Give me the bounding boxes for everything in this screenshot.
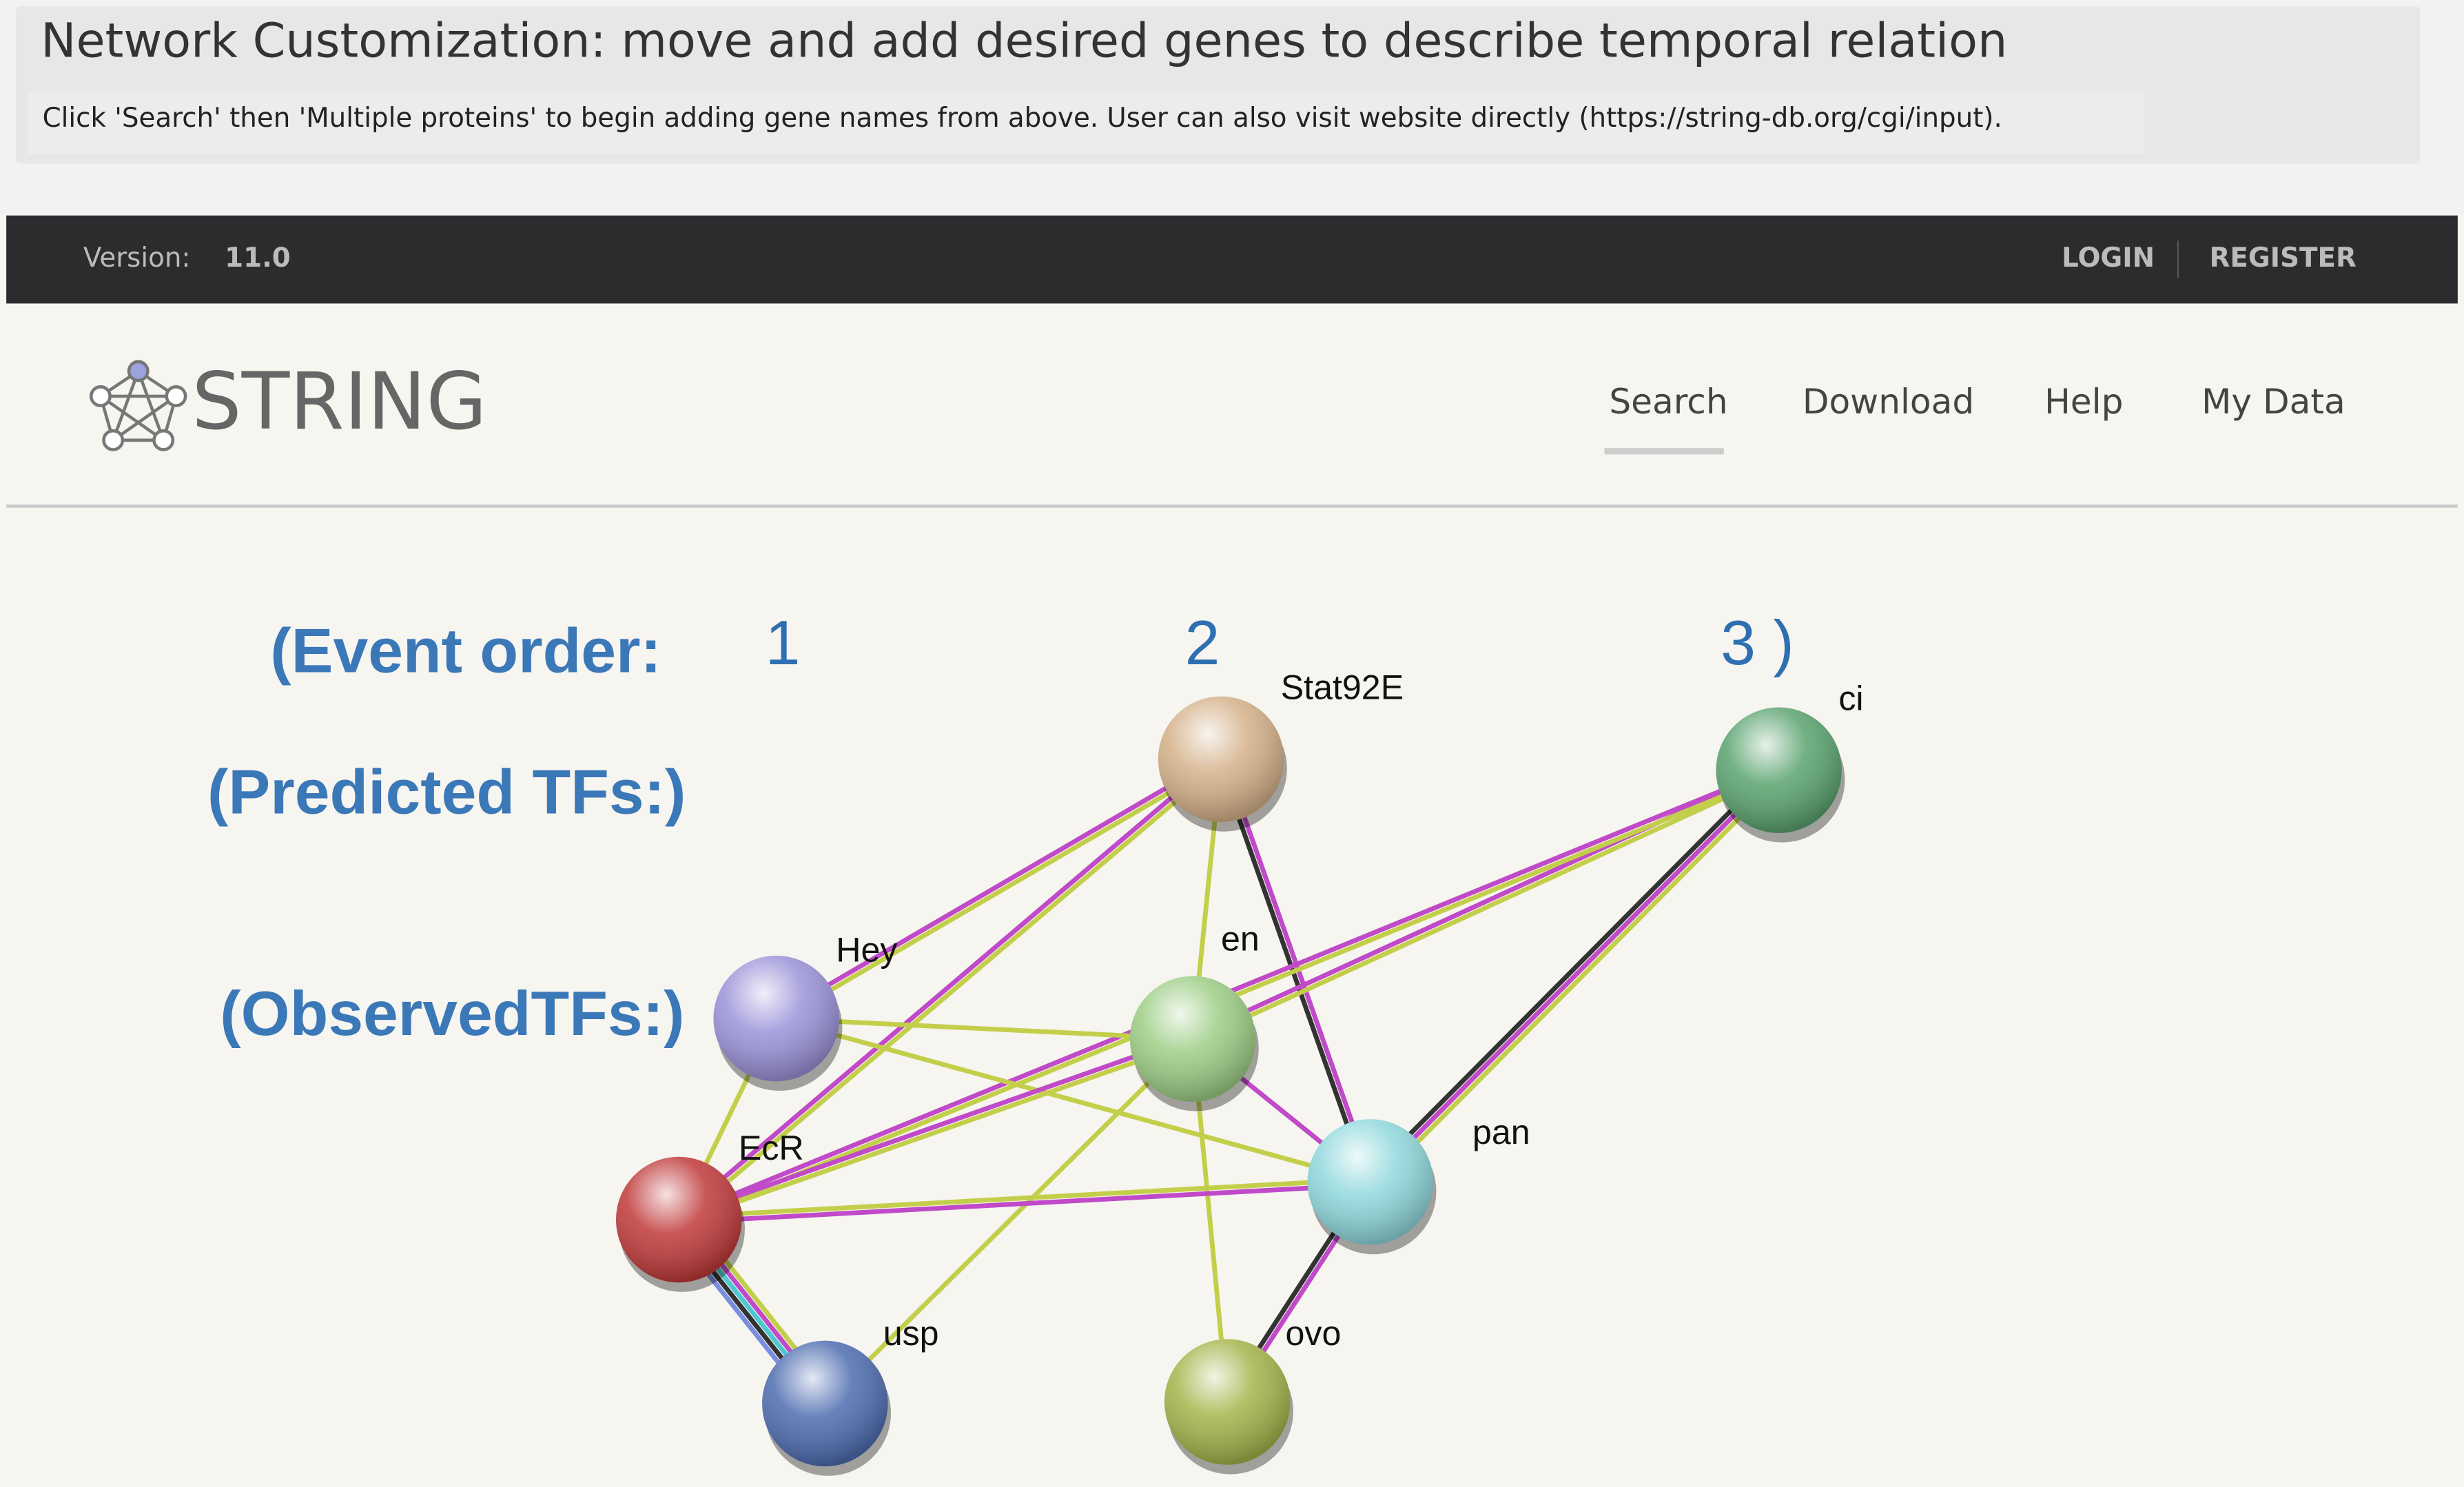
- edge: [776, 759, 1224, 1023]
- edge: [1368, 768, 1781, 1184]
- node-label: pan: [1472, 1113, 1530, 1151]
- header-instruction: Click 'Search' then 'Multiple proteins' …: [43, 103, 2002, 134]
- edge: [677, 1034, 1193, 1220]
- top-bar: [6, 215, 2458, 304]
- node-shine: [1158, 696, 1284, 823]
- edge: [773, 755, 1221, 1018]
- node-label: ovo: [1286, 1314, 1342, 1353]
- edge: [775, 1016, 1371, 1185]
- edge: [679, 1039, 1195, 1225]
- node-shine: [1307, 1119, 1433, 1245]
- order-1: 1: [766, 608, 801, 678]
- header-title: Network Customization: move and add desi…: [41, 14, 2007, 69]
- logo-icon: [89, 360, 187, 451]
- edge: [1372, 772, 1785, 1188]
- edge: [1364, 764, 1777, 1180]
- node-label: en: [1221, 920, 1260, 958]
- version-label: Version:: [83, 243, 191, 274]
- node-shine: [1129, 976, 1256, 1102]
- observed-tfs: (ObservedTFs:): [220, 978, 684, 1049]
- edge: [823, 1037, 1195, 1406]
- nav-link[interactable]: Help: [2044, 381, 2123, 422]
- predicted-tfs: (Predicted TFs:): [207, 757, 686, 828]
- login-link[interactable]: LOGIN: [2062, 243, 2155, 274]
- node-shine: [1716, 707, 1842, 833]
- node-label: usp: [883, 1314, 939, 1353]
- edge: [776, 1016, 1193, 1042]
- nav-link[interactable]: My Data: [2201, 381, 2345, 422]
- edge: [679, 1182, 1371, 1225]
- node-shine: [616, 1156, 742, 1283]
- node-label: ci: [1838, 679, 1863, 718]
- edge: [1193, 770, 1781, 1044]
- edge: [678, 1176, 1370, 1220]
- node-label: Stat92E: [1281, 668, 1404, 707]
- order-3: 3 ): [1721, 608, 1794, 678]
- register-link[interactable]: REGISTER: [2210, 243, 2357, 274]
- node-shine: [762, 1340, 888, 1467]
- node-label: Hey: [836, 931, 897, 970]
- version: 11.0: [225, 243, 291, 274]
- instruction-box: [28, 91, 2144, 154]
- nav-link[interactable]: Search: [1609, 381, 1727, 422]
- nav-link[interactable]: Download: [1803, 381, 1974, 422]
- annotations: (Event order: 1 2 3 ) (Predicted TFs:) (…: [207, 608, 1794, 1049]
- edge: [679, 759, 1224, 1224]
- logo-text: STRING: [192, 356, 487, 447]
- edge: [675, 755, 1221, 1220]
- node-label: EcR: [739, 1129, 804, 1167]
- nav-underline: [1604, 448, 1724, 455]
- event-order: (Event order:: [270, 615, 661, 686]
- node-shine: [713, 955, 839, 1082]
- node-shine: [1164, 1339, 1291, 1465]
- order-2: 2: [1185, 608, 1220, 678]
